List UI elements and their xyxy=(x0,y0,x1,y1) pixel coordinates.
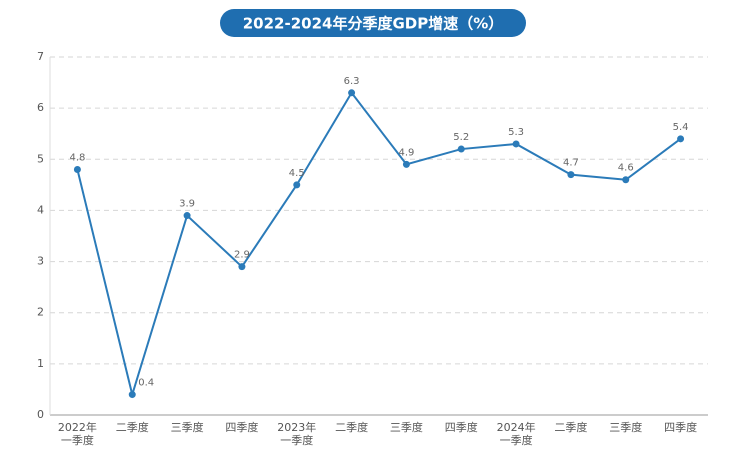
x-tick-label: 四季度 xyxy=(445,420,478,434)
y-tick-label: 1 xyxy=(37,357,44,370)
x-tick-label: 二季度 xyxy=(554,420,587,434)
y-tick-label: 7 xyxy=(37,50,44,63)
x-tick-label: 二季度 xyxy=(116,420,149,434)
x-tick-label: 四季度 xyxy=(664,420,697,434)
chart-title: 2022-2024年分季度GDP增速（%） xyxy=(243,15,504,33)
point xyxy=(238,263,246,271)
value-label: 3.9 xyxy=(179,199,195,210)
point xyxy=(293,181,301,189)
point xyxy=(677,135,685,143)
y-tick-label: 4 xyxy=(37,203,44,216)
x-tick-label: 2023年一季度 xyxy=(277,420,316,447)
x-tick-label: 二季度 xyxy=(335,420,368,434)
value-label: 5.3 xyxy=(508,127,524,138)
value-label: 5.4 xyxy=(673,122,689,133)
value-label: 4.6 xyxy=(618,163,634,174)
x-tick-label: 三季度 xyxy=(171,420,204,434)
value-label: 5.2 xyxy=(453,132,469,143)
value-label: 4.7 xyxy=(563,158,579,169)
x-tick-label: 2024年一季度 xyxy=(497,420,536,447)
x-tick-label: 三季度 xyxy=(390,420,423,434)
x-tick-label: 四季度 xyxy=(225,420,258,434)
point xyxy=(128,391,136,399)
y-tick-label: 2 xyxy=(37,306,44,319)
point xyxy=(73,166,81,174)
point xyxy=(457,145,465,153)
point xyxy=(348,89,356,97)
x-tick-label: 三季度 xyxy=(609,420,642,434)
y-tick-label: 5 xyxy=(37,152,44,165)
title-pill xyxy=(220,9,526,37)
value-label: 0.4 xyxy=(138,378,154,389)
point xyxy=(622,176,630,184)
y-tick-label: 0 xyxy=(37,408,44,421)
point xyxy=(183,212,191,220)
value-label: 4.8 xyxy=(69,153,85,164)
point xyxy=(402,160,410,168)
value-label: 4.5 xyxy=(289,168,305,179)
value-label: 2.9 xyxy=(234,250,250,261)
value-label: 4.9 xyxy=(398,147,414,158)
point xyxy=(512,140,520,148)
point xyxy=(567,171,575,179)
x-tick-label: 2022年一季度 xyxy=(58,420,97,447)
value-label: 6.3 xyxy=(344,76,360,87)
line xyxy=(76,91,682,399)
y-tick-label: 3 xyxy=(37,255,44,268)
y-tick-label: 6 xyxy=(37,101,44,114)
